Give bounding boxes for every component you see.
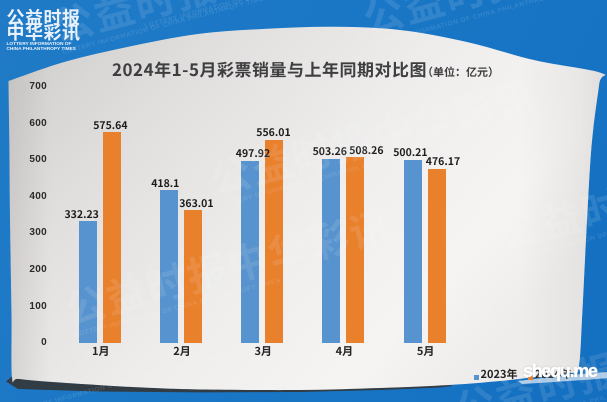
svg-text:LOTTERY INFORMATION OF CHINA P: LOTTERY INFORMATION OF CHINA PHILANTHROP…: [19, 352, 227, 402]
svg-text:公益时报中华彩讯: 公益时报中华彩讯: [448, 294, 607, 402]
svg-text:公益时报中华彩讯: 公益时报中华彩讯: [58, 194, 398, 337]
svg-text:公益时报中华彩讯: 公益时报中华彩讯: [203, 64, 543, 207]
